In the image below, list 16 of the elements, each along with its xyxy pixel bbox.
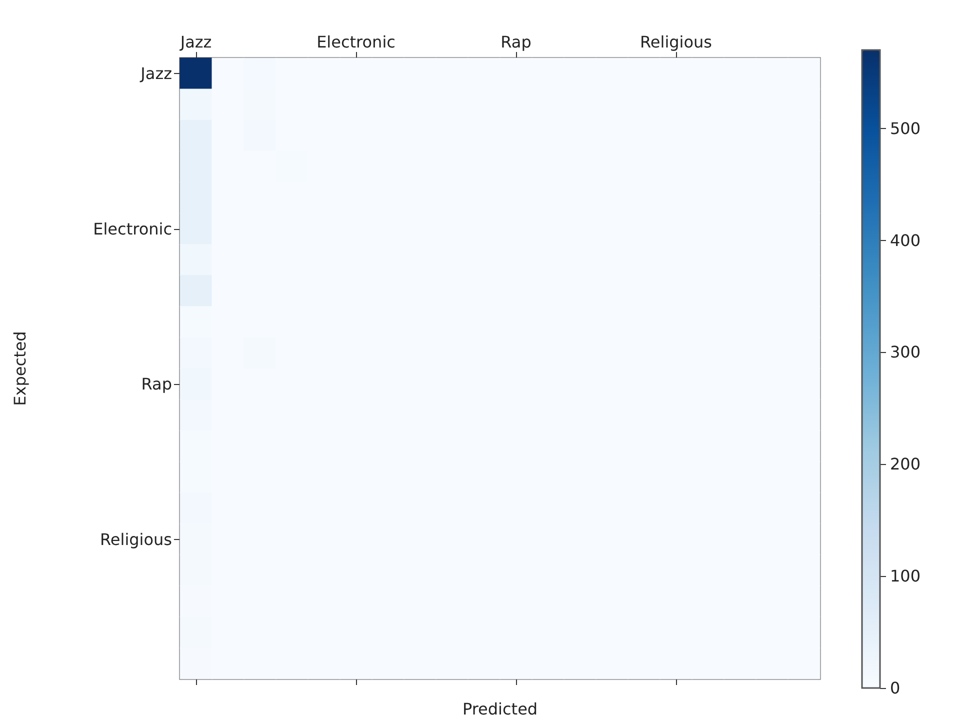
y-tick-label: Rap — [141, 374, 172, 394]
color-bar-label: 100 — [890, 566, 921, 586]
x-tick-label: Electronic — [316, 32, 396, 52]
x-tick-label: Religious — [640, 32, 712, 52]
color-bar-label: 400 — [890, 230, 921, 250]
x-tick-label: Jazz — [179, 32, 212, 52]
x-axis-title: Predicted — [462, 700, 538, 718]
color-bar-label: 200 — [890, 454, 921, 474]
y-tick-label: Religious — [100, 530, 172, 549]
x-tick-label: Rap — [500, 32, 532, 52]
y-tick-label: Electronic — [93, 219, 172, 238]
y-axis-title: Expected — [10, 331, 30, 406]
color-bar-label: 0 — [890, 678, 900, 698]
color-bar-label: 500 — [890, 118, 921, 138]
color-bar-label: 300 — [890, 342, 921, 362]
y-tick-label: Jazz — [140, 64, 172, 84]
